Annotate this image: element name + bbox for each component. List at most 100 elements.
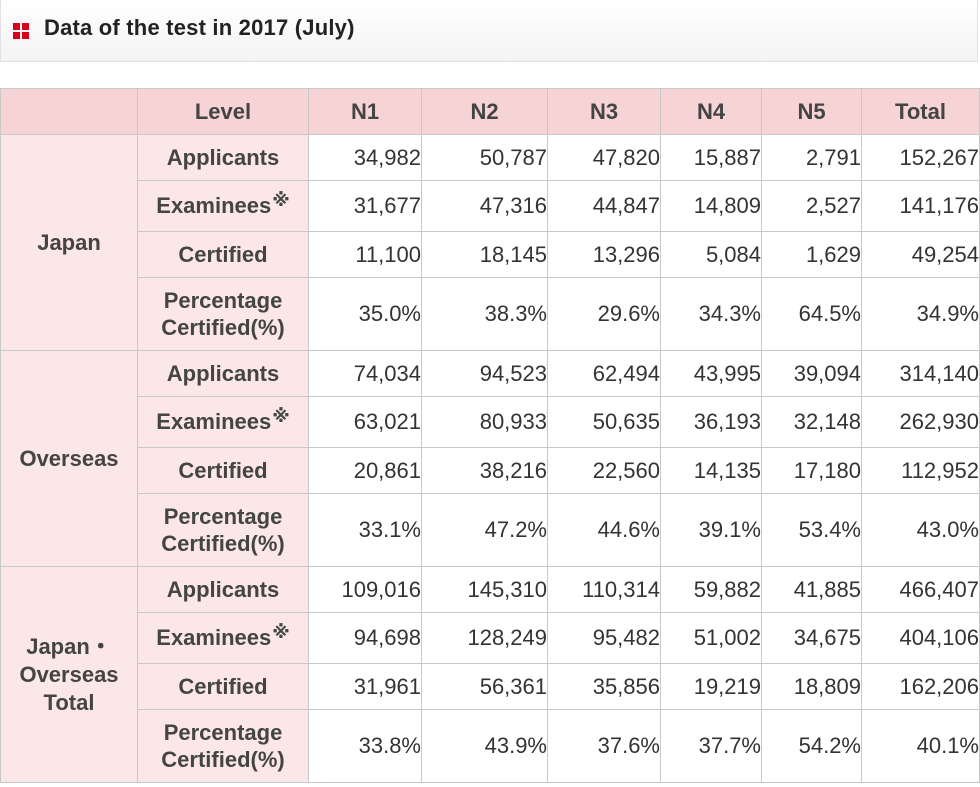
table-cell: 38.3% — [421, 277, 548, 351]
table-cell: 40.1% — [861, 709, 980, 783]
row-label-examinees: Examinees※ — [137, 612, 309, 664]
header-corner-cell — [0, 88, 138, 135]
table-row: Certified 31,961 56,361 35,856 19,219 18… — [1, 663, 980, 710]
table-cell: 31,961 — [308, 663, 422, 710]
table-cell: 64.5% — [761, 277, 862, 351]
row-label-applicants: Applicants — [137, 566, 309, 613]
column-header-total: Total — [861, 88, 980, 135]
table-cell: 109,016 — [308, 566, 422, 613]
table-row: Examinees※ 31,677 47,316 44,847 14,809 2… — [1, 180, 980, 232]
table-cell: 18,145 — [421, 231, 548, 278]
table-cell: 404,106 — [861, 612, 980, 664]
table-cell: 22,560 — [547, 447, 661, 494]
table-row: Overseas Applicants 74,034 94,523 62,494… — [0, 350, 980, 567]
examinees-label: Examinees — [156, 192, 272, 218]
table-cell: 1,629 — [761, 231, 862, 278]
table-cell: 32,148 — [761, 396, 862, 448]
examinee-note-mark: ※ — [272, 405, 290, 426]
table-cell: 5,084 — [660, 231, 762, 278]
region-line: Overseas — [19, 661, 119, 687]
table-cell: 18,809 — [761, 663, 862, 710]
row-label-certified: Certified — [137, 447, 309, 494]
table-cell: 33.8% — [308, 709, 422, 783]
table-cell: 50,787 — [421, 134, 548, 181]
table-cell: 47,820 — [547, 134, 661, 181]
row-label-percentage-certified: Percentage Certified(%) — [137, 493, 309, 567]
table-cell: 62,494 — [547, 350, 661, 397]
column-header-n3: N3 — [547, 88, 661, 135]
table-cell: 74,034 — [308, 350, 422, 397]
table-cell: 34,675 — [761, 612, 862, 664]
table-cell: 112,952 — [861, 447, 980, 494]
label-line: Certified(%) — [161, 747, 285, 772]
table-row: Certified 11,100 18,145 13,296 5,084 1,6… — [1, 231, 980, 278]
row-label-certified: Certified — [137, 663, 309, 710]
red-grid-square-icon — [13, 22, 29, 39]
table-cell: 14,809 — [660, 180, 762, 232]
row-label-percentage-certified: Percentage Certified(%) — [137, 709, 309, 783]
row-label-applicants: Applicants — [137, 350, 309, 397]
table-cell: 39.1% — [660, 493, 762, 567]
table-cell: 37.7% — [660, 709, 762, 783]
table-cell: 49,254 — [861, 231, 980, 278]
table-cell: 44.6% — [547, 493, 661, 567]
region-japan-overseas-total: Japan・ Overseas Total — [0, 566, 138, 783]
region-line: Total — [43, 689, 95, 715]
row-label-examinees: Examinees※ — [137, 180, 309, 232]
label-line: Certified(%) — [161, 531, 285, 556]
label-line: Percentage — [163, 504, 283, 529]
table-cell: 63,021 — [308, 396, 422, 448]
table-cell: 466,407 — [861, 566, 980, 613]
column-header-n2: N2 — [421, 88, 548, 135]
table-cell: 34,982 — [308, 134, 422, 181]
region-overseas: Overseas — [0, 350, 138, 567]
table-cell: 20,861 — [308, 447, 422, 494]
table-row: Japan・ Overseas Total Applicants 109,016 1… — [0, 566, 980, 783]
label-line: Percentage — [163, 720, 283, 745]
table-cell: 37.6% — [547, 709, 661, 783]
table-cell: 56,361 — [421, 663, 548, 710]
table-cell: 14,135 — [660, 447, 762, 494]
table-cell: 44,847 — [547, 180, 661, 232]
table-cell: 29.6% — [547, 277, 661, 351]
table-cell: 43,995 — [660, 350, 762, 397]
table-cell: 43.0% — [861, 493, 980, 567]
column-header-n4: N4 — [660, 88, 762, 135]
column-header-n5: N5 — [761, 88, 862, 135]
column-header-n1: N1 — [308, 88, 422, 135]
row-label-percentage-certified: Percentage Certified(%) — [137, 277, 309, 351]
table-cell: 94,698 — [308, 612, 422, 664]
table-cell: 53.4% — [761, 493, 862, 567]
table-cell: 31,677 — [308, 180, 422, 232]
title-bar: Data of the test in 2017 (July) — [0, 0, 978, 62]
table-cell: 35,856 — [547, 663, 661, 710]
table-cell: 152,267 — [861, 134, 980, 181]
region-line: Japan・ — [26, 633, 112, 659]
table-cell: 128,249 — [421, 612, 548, 664]
table-cell: 34.9% — [861, 277, 980, 351]
table-row: Examinees※ 63,021 80,933 50,635 36,193 3… — [1, 396, 980, 448]
table-cell: 39,094 — [761, 350, 862, 397]
table-cell: 33.1% — [308, 493, 422, 567]
table-cell: 94,523 — [421, 350, 548, 397]
table-cell: 43.9% — [421, 709, 548, 783]
table-cell: 162,206 — [861, 663, 980, 710]
table-cell: 15,887 — [660, 134, 762, 181]
table-cell: 38,216 — [421, 447, 548, 494]
table-cell: 50,635 — [547, 396, 661, 448]
table-cell: 2,791 — [761, 134, 862, 181]
table-cell: 35.0% — [308, 277, 422, 351]
header-row: Level N1 N2 N3 N4 N5 Total — [0, 88, 980, 135]
table-cell: 19,219 — [660, 663, 762, 710]
table-cell: 41,885 — [761, 566, 862, 613]
column-header-level: Level — [137, 88, 309, 135]
table-cell: 95,482 — [547, 612, 661, 664]
table-row: Percentage Certified(%) 33.8% 43.9% 37.6%… — [1, 709, 980, 783]
table-row: Certified 20,861 38,216 22,560 14,135 17… — [1, 447, 980, 494]
table-cell: 47,316 — [421, 180, 548, 232]
row-label-certified: Certified — [137, 231, 309, 278]
table-cell: 36,193 — [660, 396, 762, 448]
table-cell: 59,882 — [660, 566, 762, 613]
table-row: Percentage Certified(%) 35.0% 38.3% 29.6%… — [1, 277, 980, 351]
table-cell: 11,100 — [308, 231, 422, 278]
